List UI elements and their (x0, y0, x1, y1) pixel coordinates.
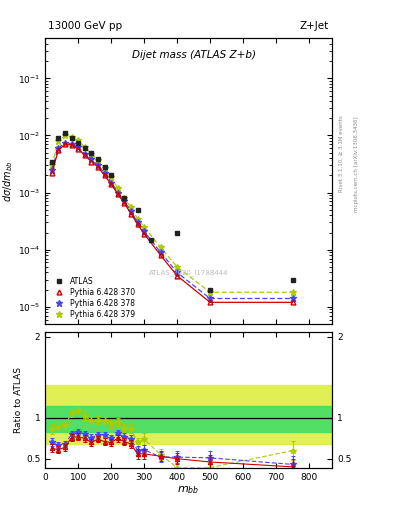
ATLAS (76, 140, 81, 146)
Pythia 6.428 370 (135, 221, 140, 227)
Pythia 6.428 370 (122, 200, 127, 206)
Pythia 6.428 378 (50, 167, 54, 173)
ATLAS (50, 158, 54, 164)
Text: Z+Jet: Z+Jet (300, 22, 329, 31)
Pythia 6.428 379 (175, 264, 180, 270)
Pythia 6.428 379 (290, 289, 295, 295)
Pythia 6.428 379 (102, 165, 107, 171)
Pythia 6.428 378 (116, 189, 120, 196)
Pythia 6.428 370 (109, 181, 114, 187)
Pythia 6.428 370 (50, 170, 54, 176)
Pythia 6.428 379 (135, 216, 140, 222)
ATLAS (62, 130, 67, 136)
Pythia 6.428 379 (89, 151, 94, 157)
Pythia 6.428 378 (62, 140, 67, 146)
Pythia 6.428 379 (76, 137, 81, 143)
ATLAS (109, 173, 114, 179)
Pythia 6.428 370 (142, 231, 147, 237)
Y-axis label: $d\sigma/dm_{bb}$: $d\sigma/dm_{bb}$ (1, 160, 15, 202)
Pythia 6.428 379 (129, 204, 133, 210)
ATLAS (95, 156, 100, 162)
Text: ATLAS_2020_I1788444: ATLAS_2020_I1788444 (149, 269, 228, 276)
Pythia 6.428 378 (102, 170, 107, 176)
Y-axis label: Ratio to ATLAS: Ratio to ATLAS (14, 368, 23, 434)
Pythia 6.428 379 (122, 195, 127, 201)
Pythia 6.428 378 (142, 228, 147, 234)
Pythia 6.428 379 (116, 185, 120, 191)
Pythia 6.428 378 (158, 249, 163, 255)
ATLAS (56, 135, 61, 141)
ATLAS (290, 276, 295, 283)
Text: mcplots.cern.ch [arXiv:1306.3436]: mcplots.cern.ch [arXiv:1306.3436] (354, 116, 359, 211)
Pythia 6.428 379 (69, 134, 74, 140)
Line: Pythia 6.428 378: Pythia 6.428 378 (49, 139, 296, 302)
Line: Pythia 6.428 379: Pythia 6.428 379 (49, 132, 296, 295)
Pythia 6.428 378 (175, 269, 180, 275)
Pythia 6.428 378 (76, 144, 81, 151)
Pythia 6.428 370 (83, 152, 87, 158)
Pythia 6.428 370 (208, 299, 213, 305)
Pythia 6.428 370 (116, 191, 120, 197)
Pythia 6.428 378 (69, 140, 74, 146)
Pythia 6.428 378 (56, 145, 61, 151)
ATLAS (208, 287, 213, 293)
Text: Dijet mass (ATLAS Z+b): Dijet mass (ATLAS Z+b) (132, 50, 256, 60)
Pythia 6.428 370 (158, 252, 163, 259)
ATLAS (149, 237, 153, 243)
ATLAS (135, 207, 140, 213)
Pythia 6.428 379 (208, 289, 213, 295)
Pythia 6.428 378 (129, 208, 133, 215)
Pythia 6.428 370 (175, 273, 180, 279)
Text: Rivet 3.1.10, ≥ 3.1M events: Rivet 3.1.10, ≥ 3.1M events (339, 115, 344, 192)
Pythia 6.428 379 (158, 244, 163, 250)
Legend: ATLAS, Pythia 6.428 370, Pythia 6.428 378, Pythia 6.428 379: ATLAS, Pythia 6.428 370, Pythia 6.428 37… (49, 275, 137, 320)
Pythia 6.428 370 (102, 173, 107, 179)
Pythia 6.428 370 (129, 210, 133, 217)
Pythia 6.428 379 (56, 138, 61, 144)
X-axis label: $m_{bb}$: $m_{bb}$ (178, 484, 200, 496)
Pythia 6.428 378 (109, 179, 114, 185)
Pythia 6.428 379 (95, 157, 100, 163)
Pythia 6.428 370 (290, 299, 295, 305)
Text: 13000 GeV pp: 13000 GeV pp (48, 22, 122, 31)
Pythia 6.428 370 (89, 158, 94, 164)
ATLAS (102, 164, 107, 170)
Pythia 6.428 378 (208, 295, 213, 302)
ATLAS (175, 229, 180, 236)
Pythia 6.428 378 (122, 198, 127, 204)
Pythia 6.428 379 (50, 162, 54, 168)
Pythia 6.428 370 (62, 141, 67, 147)
ATLAS (69, 135, 74, 141)
ATLAS (89, 150, 94, 156)
Line: Pythia 6.428 370: Pythia 6.428 370 (50, 142, 295, 305)
ATLAS (122, 195, 127, 201)
Pythia 6.428 378 (95, 162, 100, 168)
Pythia 6.428 379 (62, 133, 67, 139)
Pythia 6.428 379 (83, 144, 87, 151)
Line: ATLAS: ATLAS (50, 131, 295, 292)
Pythia 6.428 378 (83, 151, 87, 157)
Pythia 6.428 370 (76, 146, 81, 152)
ATLAS (83, 145, 87, 151)
Pythia 6.428 370 (69, 142, 74, 148)
Pythia 6.428 370 (56, 147, 61, 154)
Pythia 6.428 379 (142, 224, 147, 230)
Pythia 6.428 378 (89, 156, 94, 162)
Pythia 6.428 378 (290, 295, 295, 302)
Pythia 6.428 370 (95, 164, 100, 170)
Pythia 6.428 379 (109, 174, 114, 180)
Pythia 6.428 378 (135, 219, 140, 225)
